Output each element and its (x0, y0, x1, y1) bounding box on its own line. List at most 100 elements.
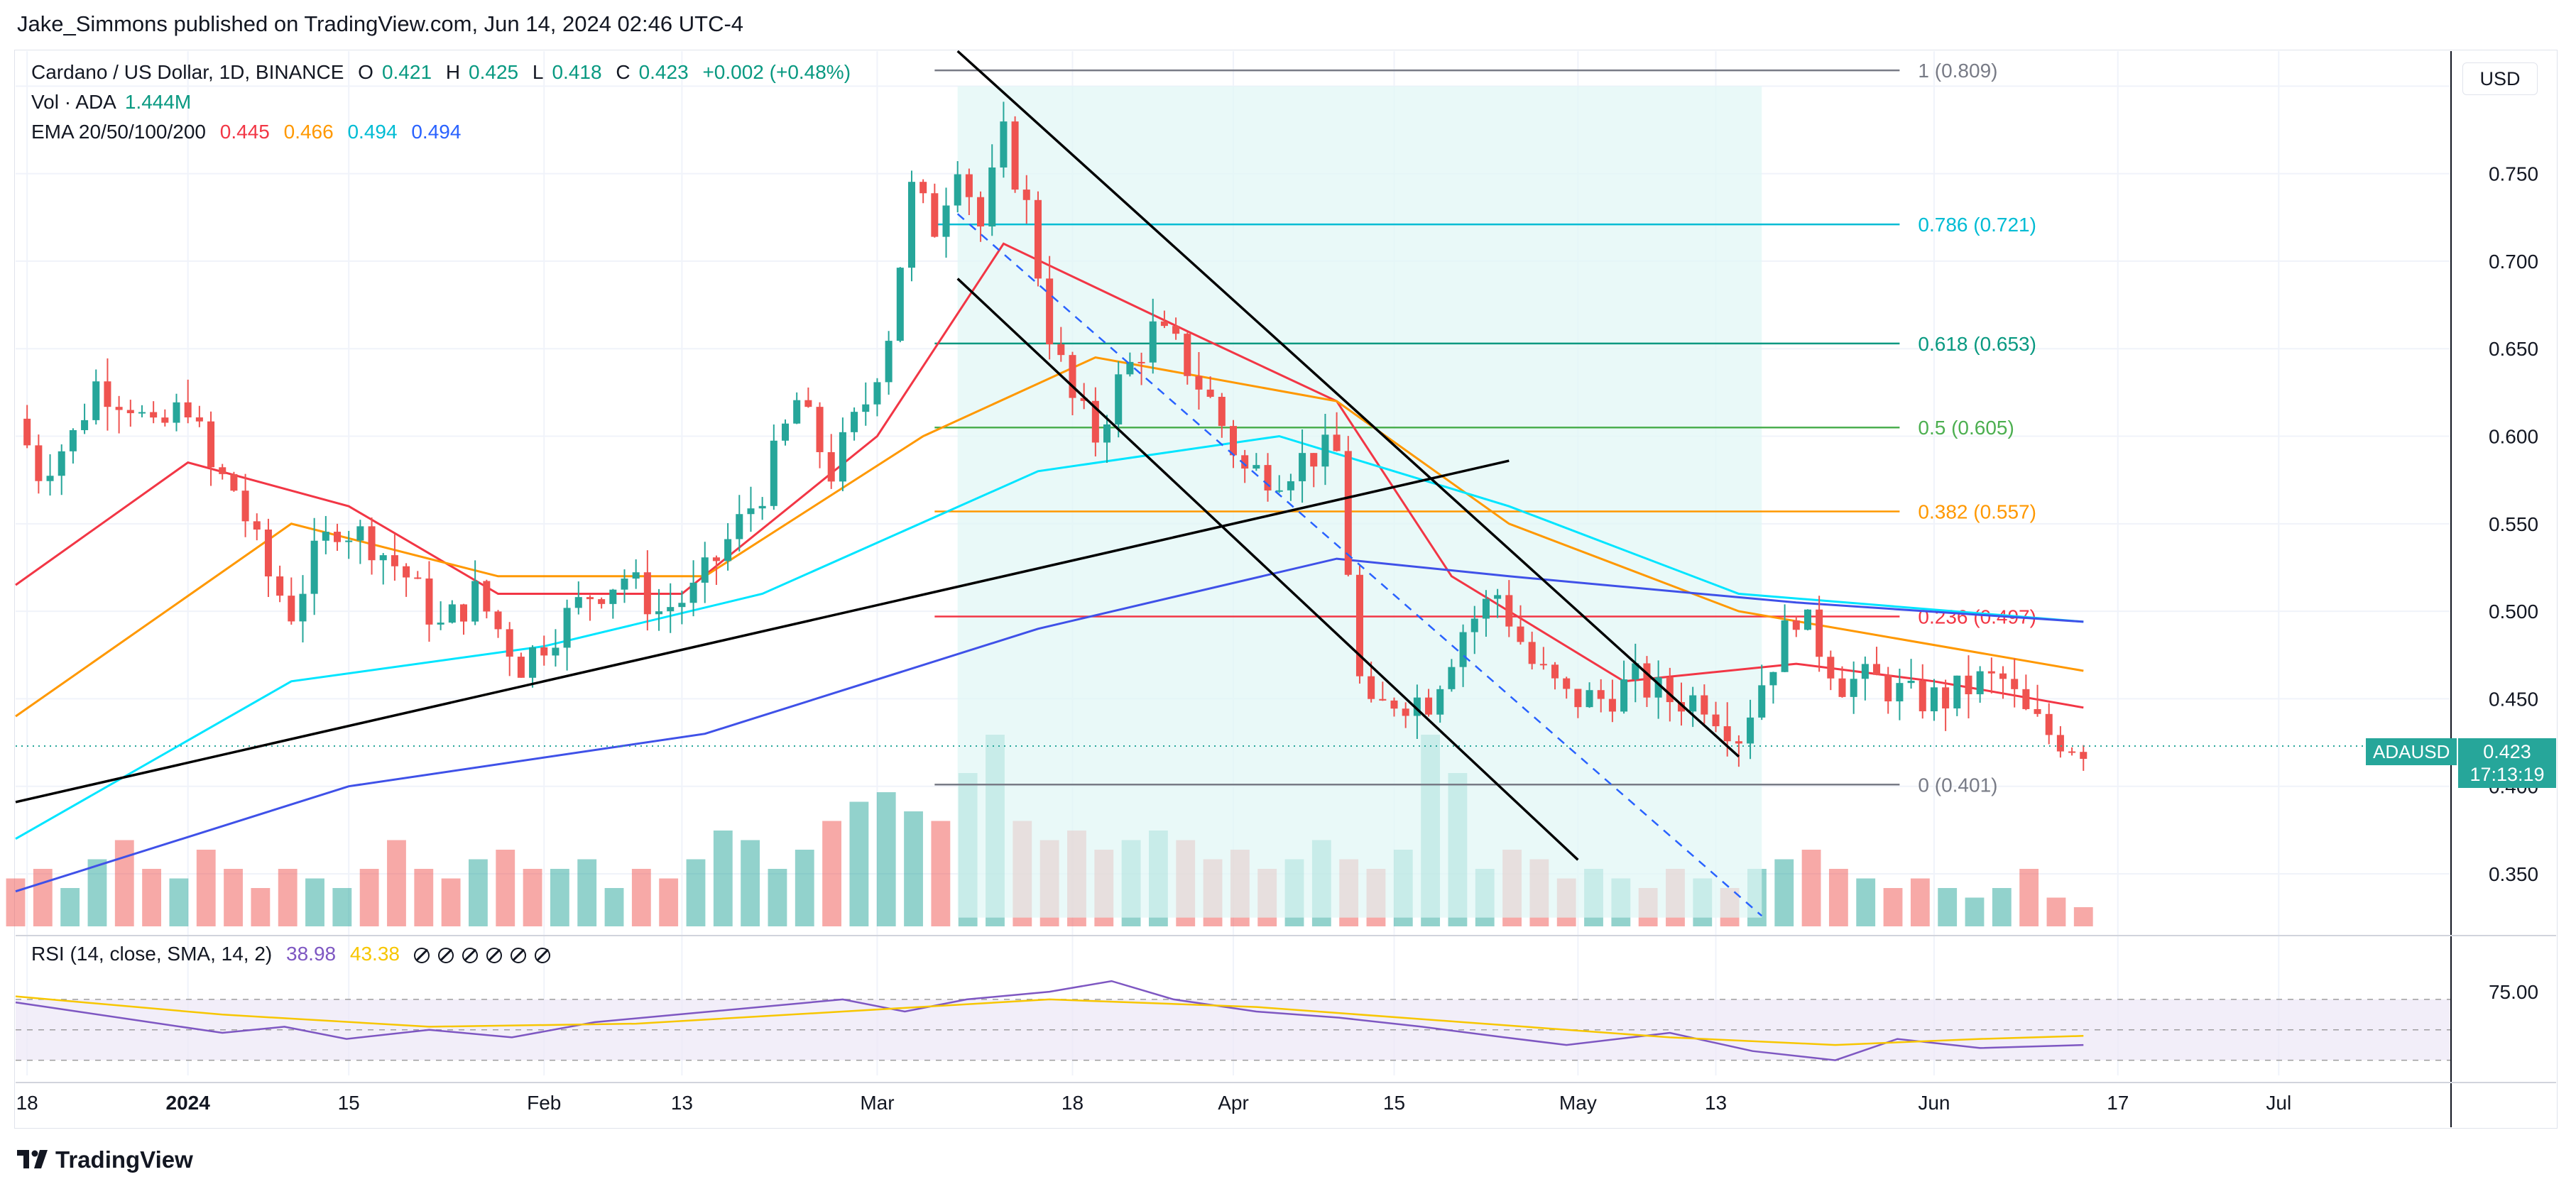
candle-body[interactable] (1586, 690, 1593, 708)
candle-body[interactable] (104, 381, 111, 407)
candle-body[interactable] (150, 412, 158, 418)
candle-body[interactable] (736, 514, 743, 539)
candle-body[interactable] (919, 182, 927, 194)
candle-body[interactable] (1930, 687, 1938, 712)
candle-body[interactable] (207, 421, 215, 468)
candle-body[interactable] (804, 400, 812, 407)
candle-body[interactable] (1608, 698, 1616, 712)
candle-body[interactable] (896, 268, 904, 341)
candle-body[interactable] (1413, 697, 1421, 716)
candle-body[interactable] (1965, 675, 1972, 695)
candle-body[interactable] (540, 647, 548, 656)
candle-body[interactable] (1206, 389, 1214, 398)
candle-body[interactable] (1149, 321, 1157, 363)
candle-body[interactable] (609, 589, 617, 604)
candle-body[interactable] (1528, 642, 1536, 664)
candle-body[interactable] (1321, 434, 1329, 467)
candle-body[interactable] (689, 582, 697, 603)
candle-body[interactable] (1574, 689, 1582, 708)
candle-body[interactable] (241, 491, 249, 522)
candle-body[interactable] (1355, 574, 1363, 676)
candle-body[interactable] (1299, 453, 1306, 481)
candle-body[interactable] (138, 412, 146, 414)
candle-body[interactable] (448, 604, 456, 623)
candle-body[interactable] (632, 572, 640, 579)
candle-body[interactable] (816, 407, 824, 452)
candle-body[interactable] (1091, 400, 1099, 443)
candle-body[interactable] (517, 657, 525, 678)
candle-body[interactable] (1747, 717, 1754, 744)
candle-body[interactable] (1884, 674, 1892, 702)
candle-body[interactable] (1103, 424, 1111, 443)
candle-body[interactable] (1137, 361, 1145, 363)
candle-body[interactable] (310, 540, 318, 594)
candle-body[interactable] (58, 451, 65, 476)
candle-body[interactable] (1689, 695, 1697, 712)
candle-body[interactable] (46, 476, 54, 481)
candle-body[interactable] (1781, 620, 1789, 672)
candle-body[interactable] (1953, 675, 1961, 709)
candle-body[interactable] (954, 174, 961, 206)
candle-body[interactable] (1046, 278, 1054, 345)
candle-body[interactable] (219, 467, 227, 474)
candle-body[interactable] (253, 521, 261, 530)
ema-200-line[interactable] (15, 557, 2084, 893)
tradingview-logo[interactable]: TradingView (17, 1144, 193, 1176)
candle-body[interactable] (437, 623, 444, 625)
rsi-rsi-line[interactable] (15, 980, 2084, 1061)
candle-body[interactable] (23, 418, 31, 446)
ema-100-line[interactable] (15, 434, 2084, 840)
candle-body[interactable] (184, 402, 192, 418)
candle-body[interactable] (276, 576, 284, 596)
candle-body[interactable] (35, 445, 43, 481)
candle-body[interactable] (586, 597, 594, 600)
candle-body[interactable] (931, 193, 939, 237)
candle-body[interactable] (1022, 190, 1030, 200)
candle-body[interactable] (1459, 632, 1467, 667)
candle-body[interactable] (414, 577, 422, 579)
candle-body[interactable] (425, 578, 433, 625)
candle-body[interactable] (747, 508, 755, 515)
candle-body[interactable] (264, 530, 272, 577)
candle-body[interactable] (1666, 677, 1674, 703)
candle-body[interactable] (1425, 697, 1433, 715)
dashed-median-line[interactable] (956, 213, 1763, 917)
trendline[interactable] (15, 459, 1510, 804)
candle-body[interactable] (758, 505, 766, 509)
rsi-legend[interactable]: RSI (14, close, SMA, 14, 2) 38.98 43.38 (31, 943, 559, 965)
candle-body[interactable] (1999, 673, 2007, 679)
candle-body[interactable] (1368, 676, 1375, 699)
candle-body[interactable] (368, 526, 376, 561)
candle-body[interactable] (1677, 702, 1686, 712)
candle-body[interactable] (2011, 679, 2019, 689)
candle-body[interactable] (1723, 726, 1731, 742)
candle-body[interactable] (230, 473, 238, 491)
candle-body[interactable] (1861, 664, 1869, 679)
candle-body[interactable] (1333, 434, 1341, 451)
candle-body[interactable] (574, 597, 582, 608)
candle-body[interactable] (563, 608, 571, 648)
candle-body[interactable] (1919, 681, 1926, 712)
candle-body[interactable] (126, 410, 134, 414)
candle-body[interactable] (506, 629, 513, 657)
candle-body[interactable] (459, 604, 468, 622)
candle-body[interactable] (195, 417, 203, 422)
trendline[interactable] (956, 50, 1740, 758)
candle-body[interactable] (1390, 700, 1398, 709)
candle-body[interactable] (977, 197, 985, 227)
candle-body[interactable] (1976, 671, 1984, 695)
candle-body[interactable] (1632, 663, 1639, 680)
candle-body[interactable] (2056, 735, 2064, 752)
candle-body[interactable] (1057, 344, 1065, 356)
candle-body[interactable] (724, 539, 732, 561)
candle-body[interactable] (907, 182, 915, 268)
candle-body[interactable] (494, 611, 502, 630)
candle-body[interactable] (1505, 595, 1513, 627)
candle-body[interactable] (322, 532, 329, 541)
candle-body[interactable] (1482, 598, 1490, 619)
candle-body[interactable] (81, 420, 89, 430)
candle-body[interactable] (1470, 618, 1478, 632)
candle-body[interactable] (1712, 714, 1720, 727)
candle-body[interactable] (1827, 657, 1835, 679)
candle-body[interactable] (667, 607, 675, 612)
